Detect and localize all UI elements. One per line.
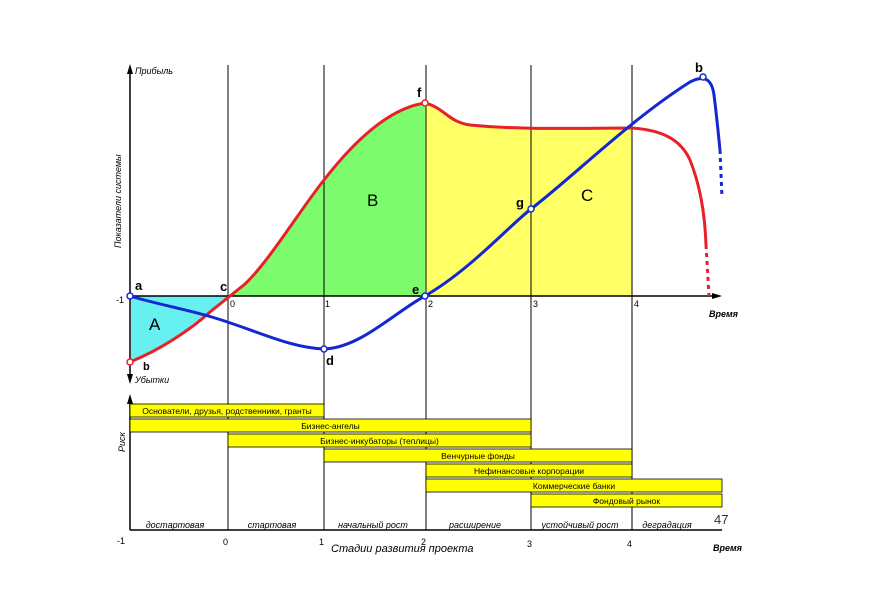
funding-bar bbox=[530, 493, 723, 508]
top-y-axis-title: Показатели системы bbox=[113, 154, 123, 248]
top-tick-minus1: -1 bbox=[116, 295, 124, 305]
stage-name-stable-growth: устойчивый рост bbox=[541, 520, 619, 530]
bottom-tick-1: 1 bbox=[319, 537, 324, 547]
funding-bar-label: Основатели, друзья, родственники, гранты bbox=[142, 406, 312, 416]
funding-bar bbox=[323, 448, 633, 463]
stage-name-initial-growth: начальный рост bbox=[338, 520, 408, 530]
region-a-fill-lower bbox=[131, 297, 208, 362]
point-f bbox=[421, 99, 429, 107]
label-a: a bbox=[135, 278, 143, 293]
risk-label: Риск bbox=[117, 431, 127, 452]
profit-label: Прибыль bbox=[135, 66, 173, 76]
top-tick-4: 4 bbox=[634, 299, 639, 309]
bottom-tick-3: 3 bbox=[527, 539, 532, 549]
stage-name-prestart: достартовая bbox=[146, 520, 205, 530]
bottom-x-axis-label: Время bbox=[713, 543, 743, 553]
label-e: e bbox=[412, 282, 419, 297]
point-e bbox=[421, 292, 429, 300]
funding-bar bbox=[129, 418, 532, 433]
top-stage-ticks: -1 0 1 2 3 4 bbox=[116, 295, 639, 309]
top-x-arrow bbox=[712, 293, 722, 299]
loss-label: Убытки bbox=[134, 375, 169, 385]
funding-bar-label: Нефинансовые корпорации bbox=[474, 466, 584, 476]
region-c-fill bbox=[425, 103, 632, 296]
region-b-label: B bbox=[367, 191, 378, 210]
bottom-stage-ticks: -1 0 1 2 3 4 bbox=[117, 536, 632, 549]
label-c: c bbox=[220, 279, 227, 294]
blue-curve-dotted bbox=[718, 149, 724, 199]
label-b-bottom: b bbox=[143, 361, 150, 373]
label-b-top: b bbox=[695, 60, 703, 75]
region-a-label: A bbox=[149, 315, 161, 334]
funding-bar bbox=[425, 463, 633, 478]
red-curve-dotted bbox=[704, 244, 711, 297]
funding-bar-label: Фондовый рынок bbox=[593, 496, 661, 506]
point-g bbox=[527, 205, 535, 213]
top-tick-2: 2 bbox=[428, 299, 433, 309]
label-g: g bbox=[516, 195, 524, 210]
funding-bar-label: Бизнес-инкубаторы (теплицы) bbox=[320, 436, 439, 446]
top-x-axis-label: Время bbox=[709, 309, 739, 319]
funding-bar-label: Коммерческие банки bbox=[533, 481, 615, 491]
bottom-tick-2: 2 bbox=[421, 537, 426, 547]
funding-bars: Основатели, друзья, родственники, гранты… bbox=[129, 403, 723, 508]
label-d: d bbox=[326, 353, 334, 368]
stage-name-start: стартовая bbox=[248, 520, 297, 530]
bottom-tick-0: 0 bbox=[223, 537, 228, 547]
region-labels: A B C bbox=[149, 186, 593, 334]
curve-points bbox=[126, 73, 707, 366]
region-b-fill bbox=[229, 103, 425, 296]
point-b-top bbox=[699, 73, 707, 81]
region-a-fill bbox=[131, 296, 229, 314]
bottom-y-arrow bbox=[127, 394, 133, 404]
region-c-label: C bbox=[581, 186, 593, 205]
top-tick-3: 3 bbox=[533, 299, 538, 309]
stage-names: достартовая стартовая начальный рост рас… bbox=[146, 520, 692, 530]
point-b-bottom bbox=[126, 358, 134, 366]
page-number: 47 bbox=[714, 512, 728, 527]
point-d bbox=[320, 345, 328, 353]
funding-bar bbox=[227, 433, 532, 448]
top-y-arrow-down bbox=[127, 374, 133, 384]
funding-bar bbox=[129, 403, 325, 418]
stage-name-expansion: расширение bbox=[448, 520, 501, 530]
label-f: f bbox=[417, 85, 422, 100]
point-labels: a b c d e f g b bbox=[135, 60, 703, 373]
funding-bar-label: Венчурные фонды bbox=[441, 451, 515, 461]
bottom-tick-4: 4 bbox=[627, 539, 632, 549]
bottom-tick-minus1: -1 bbox=[117, 536, 125, 546]
funding-bar-label: Бизнес-ангелы bbox=[301, 421, 360, 431]
top-tick-1: 1 bbox=[325, 299, 330, 309]
point-a bbox=[126, 292, 134, 300]
blue-curve bbox=[129, 77, 722, 351]
bottom-x-axis-title: Стадии развития проекта bbox=[331, 543, 474, 555]
stage-name-degradation: деградация bbox=[642, 520, 692, 530]
top-tick-0: 0 bbox=[230, 299, 235, 309]
funding-bar bbox=[425, 478, 723, 493]
top-y-arrow-up bbox=[127, 64, 133, 74]
